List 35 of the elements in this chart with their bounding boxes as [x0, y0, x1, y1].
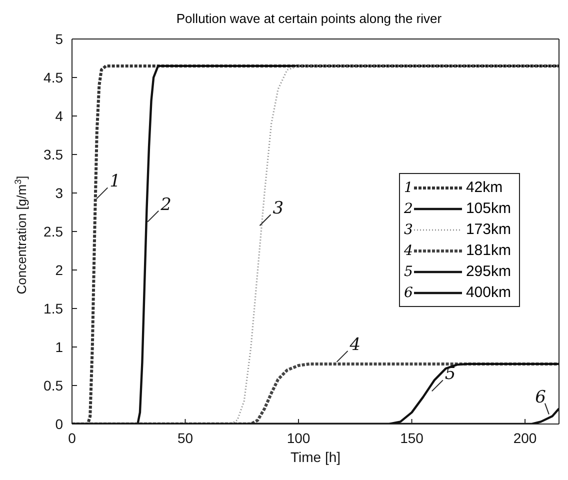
annotation: 1: [110, 172, 120, 192]
x-tick-label: 0: [68, 430, 76, 446]
annotation: 2: [160, 194, 172, 215]
y-tick-label: 1.5: [44, 300, 64, 316]
legend-label: 173km: [466, 221, 511, 238]
text: 2: [404, 200, 413, 216]
y-tick-label: 2.5: [44, 223, 64, 240]
y-tick-label: 4: [55, 108, 64, 124]
x-axis-title: Time [h]: [290, 449, 341, 465]
x-tick-label: 150: [400, 430, 424, 446]
y-tick-label: 0: [55, 416, 64, 432]
annotation: 6: [535, 387, 546, 408]
legend-label: 400km: [466, 284, 511, 301]
x-tick-label: 200: [513, 430, 537, 446]
y-tick-label: 3: [55, 184, 64, 201]
y-tick-label: 2: [55, 262, 64, 278]
text: 3: [404, 222, 413, 238]
y-tick-label: 1: [55, 338, 64, 355]
text: 5: [404, 264, 413, 280]
legend-label: 42km: [466, 179, 503, 196]
x-tick-label: 50: [177, 430, 194, 446]
legend-label: 181km: [466, 242, 511, 259]
text: 6: [404, 284, 413, 300]
x-tick-label: 100: [286, 430, 310, 446]
y-tick-label: 3.5: [44, 146, 64, 162]
legend-label: 105km: [466, 200, 511, 217]
y-tick-label: 0.5: [44, 377, 64, 394]
text: 4: [404, 242, 413, 258]
annotation: 3: [272, 198, 284, 219]
text: 1: [404, 180, 413, 196]
annotation: 4: [348, 334, 361, 355]
legend-label: 295km: [466, 263, 511, 280]
chart-title: Pollution wave at certain points along the river: [175, 10, 443, 28]
y-tick-label: 5: [55, 30, 64, 47]
y-tick-label: 4.5: [44, 69, 64, 86]
